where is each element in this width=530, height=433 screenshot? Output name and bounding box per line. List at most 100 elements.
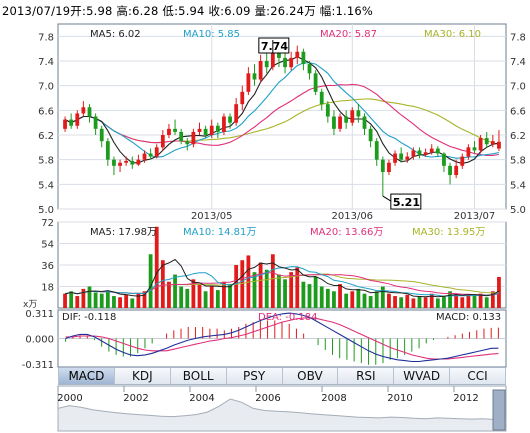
overview-navigator[interactable]: 2000 2002 2004 2006 2008 2010 2012	[57, 385, 507, 432]
volume-bar	[380, 286, 385, 308]
volume-bar	[429, 293, 434, 308]
min-label: 5.21	[393, 196, 420, 209]
volume-label: 量:	[254, 4, 271, 18]
volume-bar	[448, 291, 452, 308]
candle-body	[112, 159, 116, 166]
candle-body	[454, 165, 459, 176]
overview-year-label: 2006	[255, 393, 280, 404]
volume-bar	[362, 293, 367, 308]
tab-boll[interactable]: BOLL	[171, 368, 227, 384]
tab-psy[interactable]: PSY	[227, 368, 283, 384]
volume-bar	[142, 291, 147, 308]
candle-body	[179, 131, 184, 142]
candle-y-tick: 6.6	[38, 106, 54, 117]
candle-body	[240, 91, 245, 105]
dif-label: DIF: -0.118	[62, 312, 116, 323]
volume-bar	[344, 293, 349, 308]
tab-obv[interactable]: OBV	[283, 368, 339, 384]
candle-body	[301, 51, 306, 65]
candle-body	[362, 116, 367, 129]
candle-body	[87, 107, 92, 117]
candle-body	[270, 48, 275, 68]
candle-body	[160, 135, 165, 148]
candle-frame	[57, 23, 507, 210]
volume-bar	[472, 296, 477, 308]
volume-bar	[136, 293, 141, 308]
candle-body	[283, 57, 287, 68]
candle-body	[484, 138, 489, 145]
volume-y-tick: 72	[41, 218, 54, 229]
vol-legend-ma20: MA20: 13.66万	[310, 227, 383, 238]
candle-body	[148, 153, 153, 157]
volume-bar	[399, 297, 404, 308]
candle-y-tick: 5.4	[38, 180, 54, 191]
volume-bar	[319, 286, 324, 308]
candle-body	[448, 165, 452, 176]
max-annotation: 7.74	[258, 37, 290, 54]
overview-year-label: 2002	[123, 393, 148, 404]
candle-body	[490, 141, 495, 145]
candle-body	[136, 159, 141, 165]
volume-y-axis: 72 54 36 18	[41, 218, 54, 294]
volume-bar	[277, 274, 281, 308]
volume-bar	[99, 293, 104, 308]
candle-body	[307, 64, 312, 74]
candle-body	[368, 128, 373, 142]
candle-body	[81, 107, 86, 114]
overview-range-handle[interactable]	[492, 389, 506, 431]
candle-body	[209, 125, 214, 135]
candle-body	[332, 116, 336, 129]
candle-y-tick-right: 5.0	[510, 205, 526, 216]
tab-cci[interactable]: CCI	[450, 368, 506, 384]
volume-bar	[454, 293, 459, 308]
overview-year-label: 2010	[387, 393, 412, 404]
candle-body	[142, 153, 147, 160]
candle-body	[167, 128, 171, 135]
tab-rsi[interactable]: RSI	[338, 368, 395, 384]
candle-y-tick: 5.8	[38, 156, 54, 167]
tab-macd[interactable]: MACD	[58, 368, 115, 384]
change-value: 1.16%	[335, 4, 374, 18]
vol-legend-ma10: MA10: 14.81万	[183, 227, 256, 238]
candle-y-tick: 6.2	[38, 131, 54, 142]
candle-y-axis-right: 7.8 7.4 7.0 6.6 6.2 5.8 5.4 5.0	[510, 32, 526, 216]
volume-bar	[130, 298, 135, 308]
min-annotation: 5.21	[382, 193, 422, 210]
candle-y-tick-right: 5.4	[510, 180, 526, 191]
ma20-line	[64, 83, 499, 156]
candle-y-tick: 7.8	[38, 32, 54, 43]
candle-body	[234, 104, 239, 123]
candle-body	[460, 156, 465, 166]
macd-y-tick: 0.000	[25, 335, 54, 346]
volume-bar	[167, 281, 171, 308]
volume-bar	[387, 293, 391, 308]
macd-panel: 0.311 0.000 -0.311 DIF: -0.118 DEA: -0.184…	[22, 309, 507, 371]
max-label-box	[258, 37, 290, 54]
close-label: 收:	[208, 4, 225, 18]
candle-body	[252, 73, 257, 80]
candle-body	[387, 162, 391, 172]
tab-wvad[interactable]: WVAD	[394, 368, 451, 384]
volume-bar	[215, 290, 220, 308]
candle-y-tick-right: 5.8	[510, 156, 526, 167]
change-label: 幅:	[319, 4, 336, 18]
candle-x-tick: 2013/06	[332, 211, 374, 222]
candle-body	[185, 141, 190, 145]
candle-y-tick-right: 7.8	[510, 32, 526, 43]
candle-body	[350, 110, 355, 123]
volume-bar	[484, 297, 489, 308]
tab-kdj[interactable]: KDJ	[115, 368, 171, 384]
volume-bar	[148, 254, 153, 308]
low-value: 5.94	[178, 4, 205, 18]
legend-ma30: MA30: 6.10	[424, 29, 481, 40]
candle-body	[130, 160, 135, 165]
candle-body	[124, 160, 129, 163]
volume-bar	[240, 260, 245, 308]
volume-bar	[160, 260, 165, 308]
volume-bar	[222, 281, 226, 308]
candle-body	[154, 147, 159, 157]
volume-bar	[93, 292, 98, 308]
candle-y-tick-right: 7.4	[510, 57, 526, 68]
volume-bar	[423, 297, 428, 308]
